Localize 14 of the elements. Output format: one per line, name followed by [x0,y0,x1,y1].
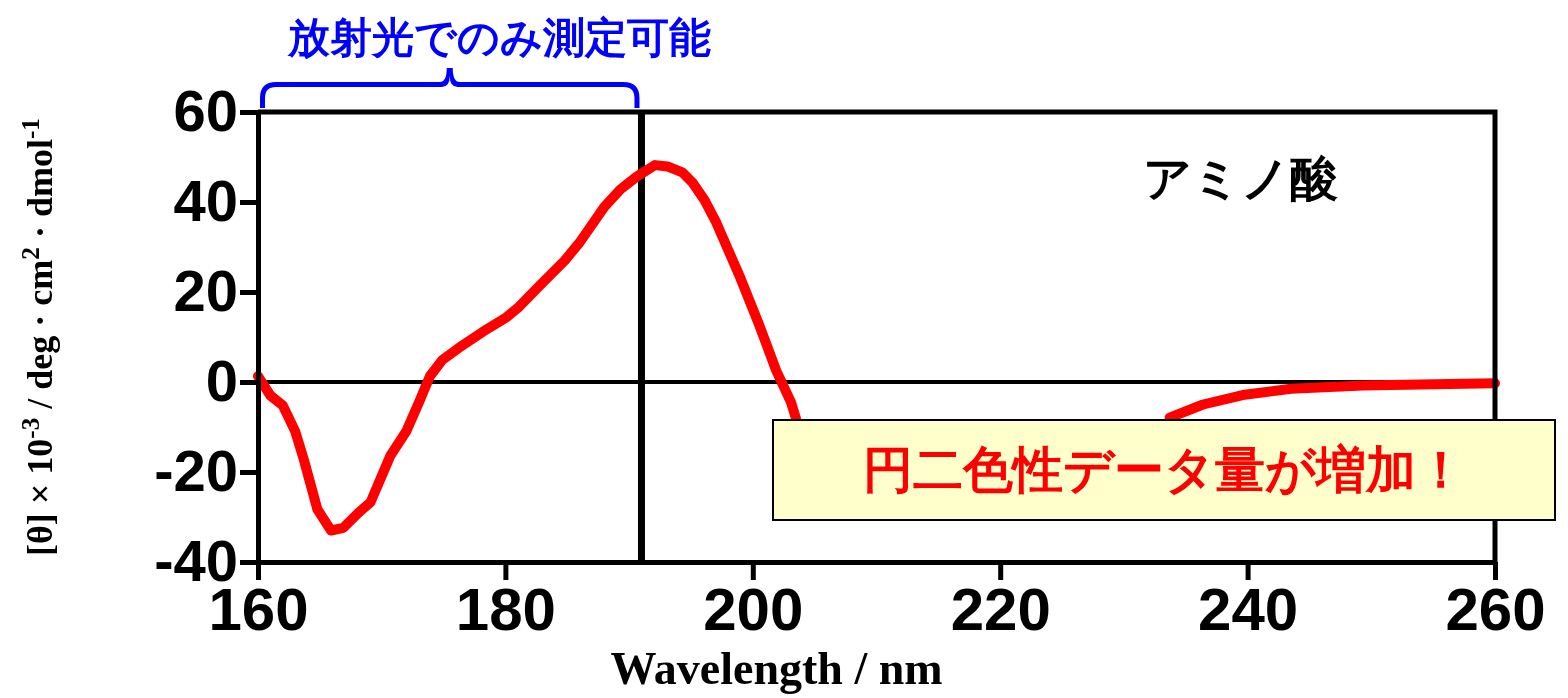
y-tick-label: 20 [173,258,238,324]
x-tick-label: 180 [455,576,556,643]
annotation: 円二色性データ量が増加！ [862,441,1466,499]
y-tick-label: 0 [205,348,238,414]
y-tick-label: 60 [173,78,238,144]
x-tick-label: 220 [950,576,1051,643]
annotation: アミノ酸 [1142,150,1338,206]
text: 放射光でのみ測定可能 [287,13,712,62]
y-tick-label: -20 [154,438,238,504]
x-tick-label: 260 [1445,576,1546,643]
y-tick-label: 40 [173,168,238,234]
x-tick-label: 240 [1198,576,1299,643]
x-axis-title: Wavelength / nm [610,643,943,694]
x-tick-label: 200 [703,576,804,643]
